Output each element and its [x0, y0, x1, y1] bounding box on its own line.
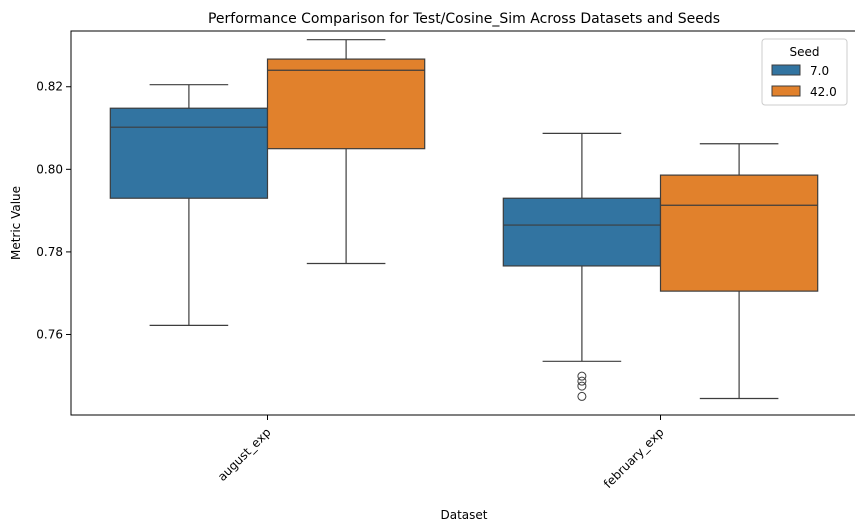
y-tick-label: 0.78: [36, 245, 63, 259]
x-axis: august_exp february_exp: [215, 415, 667, 491]
outlier-point: [577, 391, 587, 401]
legend-entry-label: 42.0: [810, 85, 837, 99]
y-tick-label: 0.80: [36, 162, 63, 176]
outlier-point: [577, 376, 587, 386]
outlier-point: [577, 371, 587, 381]
iqr-box: [109, 107, 269, 199]
legend: Seed 7.0 42.0: [761, 38, 848, 106]
plot-area: [109, 39, 819, 401]
x-axis-label: Dataset: [441, 508, 488, 522]
y-tick-label: 0.76: [36, 327, 63, 341]
box-august_exp-seed-7.0: [109, 84, 269, 326]
legend-entry-label: 7.0: [810, 64, 829, 78]
iqr-box: [659, 174, 819, 292]
x-tick-label: february_exp: [601, 425, 667, 491]
outlier-point: [577, 381, 587, 391]
x-tick-label: august_exp: [215, 425, 274, 484]
y-tick-label: 0.82: [36, 80, 63, 94]
iqr-box: [266, 58, 426, 150]
legend-swatch: [771, 64, 801, 76]
plot-frame: [70, 30, 855, 416]
box-august_exp-seed-42.0: [266, 39, 426, 265]
chart-title: Performance Comparison for Test/Cosine_S…: [208, 11, 720, 27]
box-february_exp-seed-7.0: [502, 132, 662, 401]
y-axis-label: Metric Value: [9, 186, 23, 260]
legend-title: Seed: [790, 45, 820, 59]
iqr-box: [502, 197, 662, 267]
y-axis: 0.76 0.78 0.80 0.82: [36, 80, 71, 341]
legend-swatch: [771, 85, 801, 97]
box-february_exp-seed-42.0: [659, 143, 819, 400]
